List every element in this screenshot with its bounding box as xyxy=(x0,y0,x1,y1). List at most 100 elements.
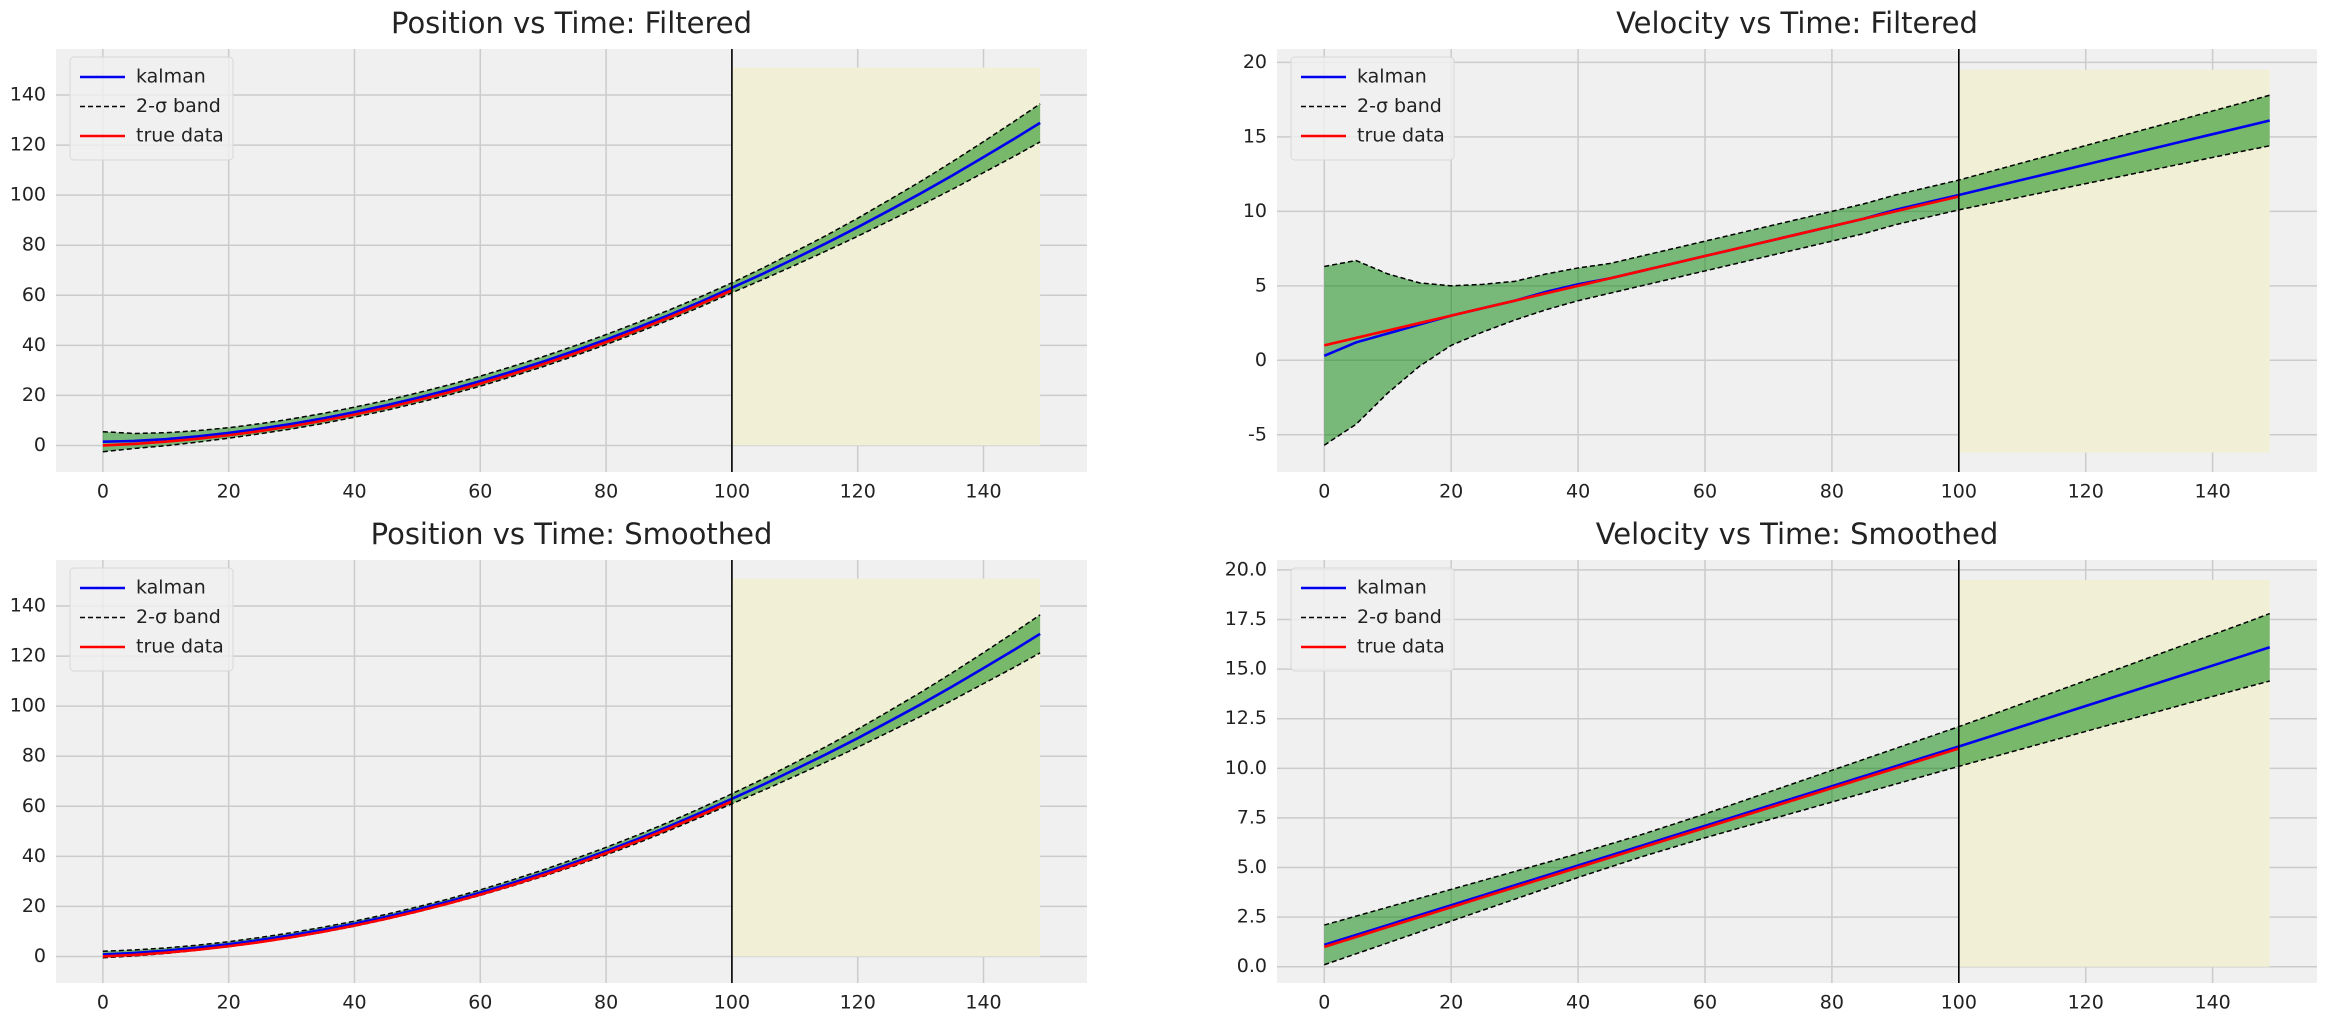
y-tick-label: 100 xyxy=(10,184,46,206)
x-tick-label: 0 xyxy=(1318,481,1330,503)
x-tick-label: 20 xyxy=(1439,481,1463,503)
legend-label: kalman xyxy=(1357,66,1427,88)
y-tick-label: 17.5 xyxy=(1225,608,1267,630)
y-tick-label: 80 xyxy=(22,745,46,767)
y-tick-label: 0 xyxy=(34,434,46,456)
band-edge xyxy=(102,652,1041,959)
y-tick-label: 0 xyxy=(1255,349,1267,371)
band-edge xyxy=(1323,145,2270,446)
legend-box xyxy=(69,56,234,161)
x-tick-label: 80 xyxy=(1820,481,1844,503)
x-tick-label: 80 xyxy=(594,992,618,1014)
y-tick-label: 20.0 xyxy=(1225,558,1267,580)
x-tick-label: 80 xyxy=(594,481,618,503)
x-tick-label: 60 xyxy=(468,481,492,503)
x-tick-label: 100 xyxy=(714,481,750,503)
y-tick-label: 20 xyxy=(22,384,46,406)
y-tick-label: 140 xyxy=(10,595,46,617)
x-tick-label: 20 xyxy=(217,481,241,503)
series-line xyxy=(102,121,1041,444)
band-fill xyxy=(1324,95,2270,446)
band-edge xyxy=(102,141,1041,453)
x-tick-label: 0 xyxy=(97,481,109,503)
y-tick-label: 15.0 xyxy=(1225,658,1267,680)
band-edge xyxy=(1324,680,2270,966)
legend-box xyxy=(1290,567,1455,672)
subplot: Velocity vs Time: Smoothed 0.0 2.5 5.0 7.5 10… xyxy=(1225,517,2317,1014)
x-tick-label: 20 xyxy=(217,992,241,1014)
forecast-region xyxy=(731,578,1041,957)
subplot: Position vs Time: Smoothed 0 20 40 60 80 100 12… xyxy=(10,517,1087,1014)
y-tick-label: 120 xyxy=(10,645,46,667)
band-edge xyxy=(1324,94,2270,287)
x-tick-label: 40 xyxy=(1566,481,1590,503)
y-tick-label: 12.5 xyxy=(1225,707,1267,729)
chart-title: Velocity vs Time: Smoothed xyxy=(1596,517,1999,551)
series-line xyxy=(1323,747,1960,949)
legend-label: true data xyxy=(1357,636,1445,658)
band-fill xyxy=(1324,613,2270,965)
legend-label: kalman xyxy=(136,66,206,88)
x-tick-label: 100 xyxy=(1941,481,1977,503)
y-tick-label: 5.0 xyxy=(1237,856,1267,878)
y-tick-label: 5 xyxy=(1255,274,1267,296)
y-tick-label: 10.0 xyxy=(1225,757,1267,779)
x-tick-label: 60 xyxy=(1693,992,1717,1014)
y-tick-label: 100 xyxy=(10,695,46,717)
legend-box xyxy=(1290,56,1455,161)
y-tick-label: 10 xyxy=(1243,200,1267,222)
subplot: Velocity vs Time: Filtered -5 0 5 10 15 20 0 20 4… xyxy=(1243,6,2317,503)
y-tick-label: -5 xyxy=(1248,423,1267,445)
x-tick-label: 140 xyxy=(2194,481,2230,503)
x-tick-label: 40 xyxy=(342,481,366,503)
x-tick-label: 60 xyxy=(468,992,492,1014)
x-tick-label: 40 xyxy=(342,992,366,1014)
legend-label: 2-σ band xyxy=(136,95,221,117)
y-tick-label: 0.0 xyxy=(1237,955,1267,977)
y-tick-label: 40 xyxy=(22,845,46,867)
x-tick-label: 0 xyxy=(97,992,109,1014)
x-tick-label: 20 xyxy=(1439,992,1463,1014)
subplot: Position vs Time: Filtered 0 20 40 60 80 100 12… xyxy=(10,6,1087,503)
series-line xyxy=(102,632,1041,956)
legend-label: true data xyxy=(136,636,224,658)
y-tick-label: 2.5 xyxy=(1237,906,1267,928)
x-tick-label: 0 xyxy=(1318,992,1330,1014)
x-tick-label: 80 xyxy=(1820,992,1844,1014)
legend-label: true data xyxy=(1357,125,1445,147)
series-line xyxy=(1323,195,1960,347)
y-tick-label: 140 xyxy=(10,84,46,106)
y-tick-label: 60 xyxy=(22,795,46,817)
chart-title: Velocity vs Time: Filtered xyxy=(1616,6,1978,40)
legend-label: kalman xyxy=(1357,577,1427,599)
series-line xyxy=(1323,646,2271,947)
x-tick-label: 120 xyxy=(2068,481,2104,503)
x-tick-label: 120 xyxy=(840,481,876,503)
y-tick-label: 20 xyxy=(1243,51,1267,73)
y-tick-label: 120 xyxy=(10,134,46,156)
series-line xyxy=(102,289,733,447)
y-tick-label: 40 xyxy=(22,334,46,356)
forecast-region xyxy=(731,67,1041,446)
legend-label: 2-σ band xyxy=(136,606,221,628)
series-line xyxy=(102,800,733,958)
x-tick-label: 60 xyxy=(1693,481,1717,503)
x-tick-label: 140 xyxy=(965,481,1001,503)
legend-label: 2-σ band xyxy=(1357,95,1442,117)
band-edge xyxy=(1324,612,2270,926)
y-tick-label: 15 xyxy=(1243,125,1267,147)
y-tick-label: 60 xyxy=(22,284,46,306)
x-tick-label: 140 xyxy=(2194,992,2230,1014)
x-tick-label: 40 xyxy=(1566,992,1590,1014)
y-tick-label: 20 xyxy=(22,895,46,917)
chart-title: Position vs Time: Smoothed xyxy=(371,517,773,551)
legend-box xyxy=(69,567,234,672)
legend-label: true data xyxy=(136,125,224,147)
x-tick-label: 120 xyxy=(840,992,876,1014)
y-tick-label: 7.5 xyxy=(1237,806,1267,828)
band-edge xyxy=(102,103,1041,435)
y-tick-label: 0 xyxy=(34,945,46,967)
x-tick-label: 100 xyxy=(1941,992,1977,1014)
x-tick-label: 140 xyxy=(965,992,1001,1014)
